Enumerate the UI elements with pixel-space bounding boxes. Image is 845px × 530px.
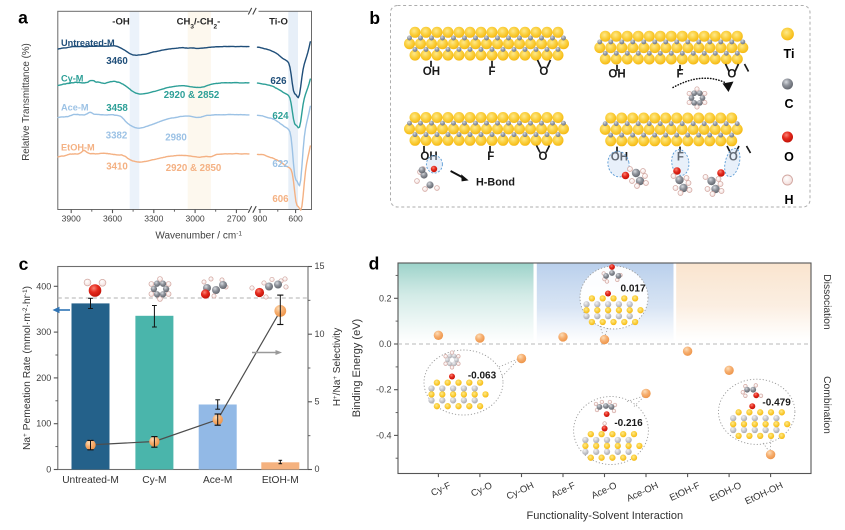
svg-text:F: F <box>487 151 494 163</box>
svg-text:2980: 2980 <box>165 133 187 144</box>
svg-text:Ace-M: Ace-M <box>203 475 232 486</box>
svg-text:Functionality-Solvent Interact: Functionality-Solvent Interaction <box>527 510 684 522</box>
svg-text:626: 626 <box>270 76 287 87</box>
svg-text:H-Bond: H-Bond <box>476 177 515 189</box>
svg-text:-0.063: -0.063 <box>468 371 497 382</box>
svg-text:606: 606 <box>272 194 289 205</box>
svg-text:-0.2: -0.2 <box>376 385 392 395</box>
svg-text:Ace-M: Ace-M <box>61 103 89 113</box>
svg-text:300: 300 <box>36 327 51 337</box>
svg-text:F: F <box>677 152 684 164</box>
svg-text:5: 5 <box>315 396 320 406</box>
svg-text:0.017: 0.017 <box>620 284 645 295</box>
svg-text:Dissociation: Dissociation <box>821 274 832 330</box>
svg-text:0.2: 0.2 <box>379 293 392 303</box>
svg-text:OH: OH <box>420 151 437 163</box>
svg-text:Ti-O: Ti-O <box>269 17 288 28</box>
svg-text:3458: 3458 <box>106 103 128 114</box>
svg-text:-0.4: -0.4 <box>376 430 392 440</box>
svg-text:2920 & 2850: 2920 & 2850 <box>166 163 221 174</box>
svg-text:Cy-M: Cy-M <box>142 475 166 486</box>
svg-text:O: O <box>784 150 794 164</box>
svg-text:EtOH-M: EtOH-M <box>262 475 299 486</box>
svg-text:10: 10 <box>315 329 325 339</box>
svg-text:-0.216: -0.216 <box>614 418 643 429</box>
svg-text:OH: OH <box>608 69 625 81</box>
svg-text:3000: 3000 <box>186 214 205 224</box>
svg-text:Ti: Ti <box>784 47 795 61</box>
svg-text:0.0: 0.0 <box>379 339 392 349</box>
svg-text:3382: 3382 <box>106 131 128 142</box>
svg-text:0: 0 <box>46 465 51 475</box>
svg-text:3300: 3300 <box>144 214 163 224</box>
svg-text:-0.479: -0.479 <box>762 398 791 409</box>
svg-text:b: b <box>369 8 380 28</box>
svg-text:c: c <box>19 254 29 274</box>
svg-text:Combination: Combination <box>821 376 832 434</box>
svg-text:100: 100 <box>36 419 51 429</box>
svg-text:400: 400 <box>36 281 51 291</box>
svg-text:622: 622 <box>272 159 288 170</box>
svg-text:F: F <box>488 66 495 78</box>
svg-text:0: 0 <box>315 464 320 474</box>
svg-text:CH3/-CH2-: CH3/-CH2- <box>177 17 221 31</box>
svg-text:3410: 3410 <box>106 162 128 173</box>
svg-text:H+/Na+ Selectivity: H+/Na+ Selectivity <box>332 327 344 406</box>
svg-text:15: 15 <box>315 261 325 271</box>
svg-text:200: 200 <box>36 373 51 383</box>
svg-text:O: O <box>539 66 548 78</box>
svg-text:O: O <box>729 152 738 164</box>
svg-text:H: H <box>784 193 793 207</box>
svg-text:d: d <box>369 254 380 274</box>
svg-text:Untreated-M: Untreated-M <box>61 38 115 48</box>
svg-text:3900: 3900 <box>62 214 81 224</box>
svg-text:OH: OH <box>423 66 440 78</box>
svg-text:Cy-M: Cy-M <box>61 74 84 84</box>
svg-text:600: 600 <box>288 214 303 224</box>
svg-text:EtOH-M: EtOH-M <box>61 142 95 152</box>
svg-text:Binding Energy (eV): Binding Energy (eV) <box>351 319 363 417</box>
svg-text:C: C <box>784 97 793 111</box>
svg-text:3460: 3460 <box>106 56 128 67</box>
svg-text:O: O <box>539 151 548 163</box>
svg-text:Relative Transmittance (%): Relative Transmittance (%) <box>21 43 32 161</box>
svg-text:Wavenumber / cm-1: Wavenumber / cm-1 <box>155 230 242 242</box>
svg-text:-OH: -OH <box>112 17 130 28</box>
svg-text:624: 624 <box>272 111 289 122</box>
svg-text:2920 & 2852: 2920 & 2852 <box>164 90 219 101</box>
svg-text:3600: 3600 <box>103 214 122 224</box>
svg-text:OH: OH <box>611 152 628 164</box>
svg-text:Na+ Pemeation Rate (mmol·m-2·h: Na+ Pemeation Rate (mmol·m-2·hr-1) <box>22 286 34 450</box>
svg-text:2700: 2700 <box>227 214 246 224</box>
svg-text:F: F <box>676 69 683 81</box>
svg-text:Untreated-M: Untreated-M <box>62 475 119 486</box>
svg-text:a: a <box>18 8 28 28</box>
svg-text:O: O <box>727 69 736 81</box>
svg-text:900: 900 <box>253 214 268 224</box>
